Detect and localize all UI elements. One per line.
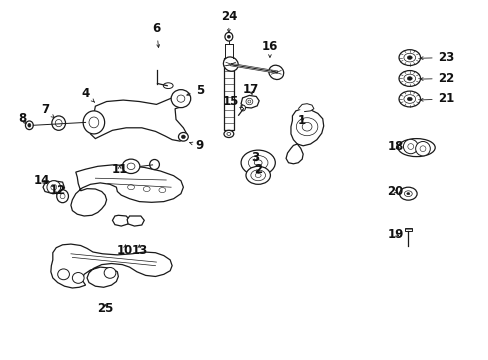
Text: 17: 17 xyxy=(242,83,258,96)
Ellipse shape xyxy=(224,130,233,138)
Bar xyxy=(404,228,411,231)
Text: 19: 19 xyxy=(386,228,403,241)
Polygon shape xyxy=(90,94,187,141)
Text: 13: 13 xyxy=(131,244,147,257)
Ellipse shape xyxy=(406,193,409,195)
Text: 16: 16 xyxy=(261,40,278,57)
Polygon shape xyxy=(112,215,129,226)
Bar xyxy=(224,58,233,130)
Ellipse shape xyxy=(149,159,159,170)
Ellipse shape xyxy=(83,111,104,134)
Ellipse shape xyxy=(171,90,190,108)
Text: 11: 11 xyxy=(111,163,127,176)
Ellipse shape xyxy=(240,105,245,111)
Text: 7: 7 xyxy=(41,103,54,118)
Ellipse shape xyxy=(224,32,232,41)
Polygon shape xyxy=(285,144,303,164)
Text: 12: 12 xyxy=(49,184,66,197)
Ellipse shape xyxy=(178,132,188,141)
Ellipse shape xyxy=(28,123,31,127)
Ellipse shape xyxy=(72,273,84,283)
Ellipse shape xyxy=(104,267,116,278)
Text: 8: 8 xyxy=(18,112,26,125)
Ellipse shape xyxy=(52,116,65,130)
Ellipse shape xyxy=(403,139,417,154)
Ellipse shape xyxy=(268,65,283,80)
Text: 9: 9 xyxy=(189,139,203,152)
Text: 22: 22 xyxy=(420,72,453,85)
Text: 21: 21 xyxy=(420,93,453,105)
Text: 10: 10 xyxy=(116,244,133,257)
Text: 23: 23 xyxy=(420,51,453,64)
Text: 3: 3 xyxy=(251,151,259,164)
Text: 20: 20 xyxy=(386,185,403,198)
Text: 6: 6 xyxy=(152,22,160,48)
Ellipse shape xyxy=(245,166,270,184)
Polygon shape xyxy=(298,104,313,112)
Ellipse shape xyxy=(241,150,275,175)
Ellipse shape xyxy=(415,141,429,156)
Ellipse shape xyxy=(398,91,420,107)
Polygon shape xyxy=(51,244,172,288)
Polygon shape xyxy=(127,216,144,226)
Text: 4: 4 xyxy=(81,87,94,102)
Ellipse shape xyxy=(399,187,416,200)
Ellipse shape xyxy=(57,190,68,203)
Text: 1: 1 xyxy=(298,114,305,127)
Text: 15: 15 xyxy=(222,95,242,108)
Text: 18: 18 xyxy=(386,140,403,153)
Text: 2: 2 xyxy=(254,163,262,176)
Polygon shape xyxy=(241,95,259,108)
Ellipse shape xyxy=(407,97,411,101)
Ellipse shape xyxy=(398,71,420,86)
Text: 25: 25 xyxy=(97,302,113,315)
Ellipse shape xyxy=(122,159,140,174)
Polygon shape xyxy=(43,181,64,194)
Ellipse shape xyxy=(163,83,173,89)
Ellipse shape xyxy=(181,135,185,139)
Text: 14: 14 xyxy=(33,174,50,186)
Ellipse shape xyxy=(25,121,33,130)
Ellipse shape xyxy=(58,269,69,280)
Ellipse shape xyxy=(397,139,434,157)
Ellipse shape xyxy=(407,77,411,80)
Polygon shape xyxy=(71,165,183,216)
Polygon shape xyxy=(290,109,323,146)
Ellipse shape xyxy=(223,57,238,71)
Ellipse shape xyxy=(227,35,230,38)
Ellipse shape xyxy=(398,50,420,66)
Ellipse shape xyxy=(47,181,61,194)
Text: 5: 5 xyxy=(186,84,203,96)
Ellipse shape xyxy=(407,56,411,59)
Text: 24: 24 xyxy=(220,10,237,32)
